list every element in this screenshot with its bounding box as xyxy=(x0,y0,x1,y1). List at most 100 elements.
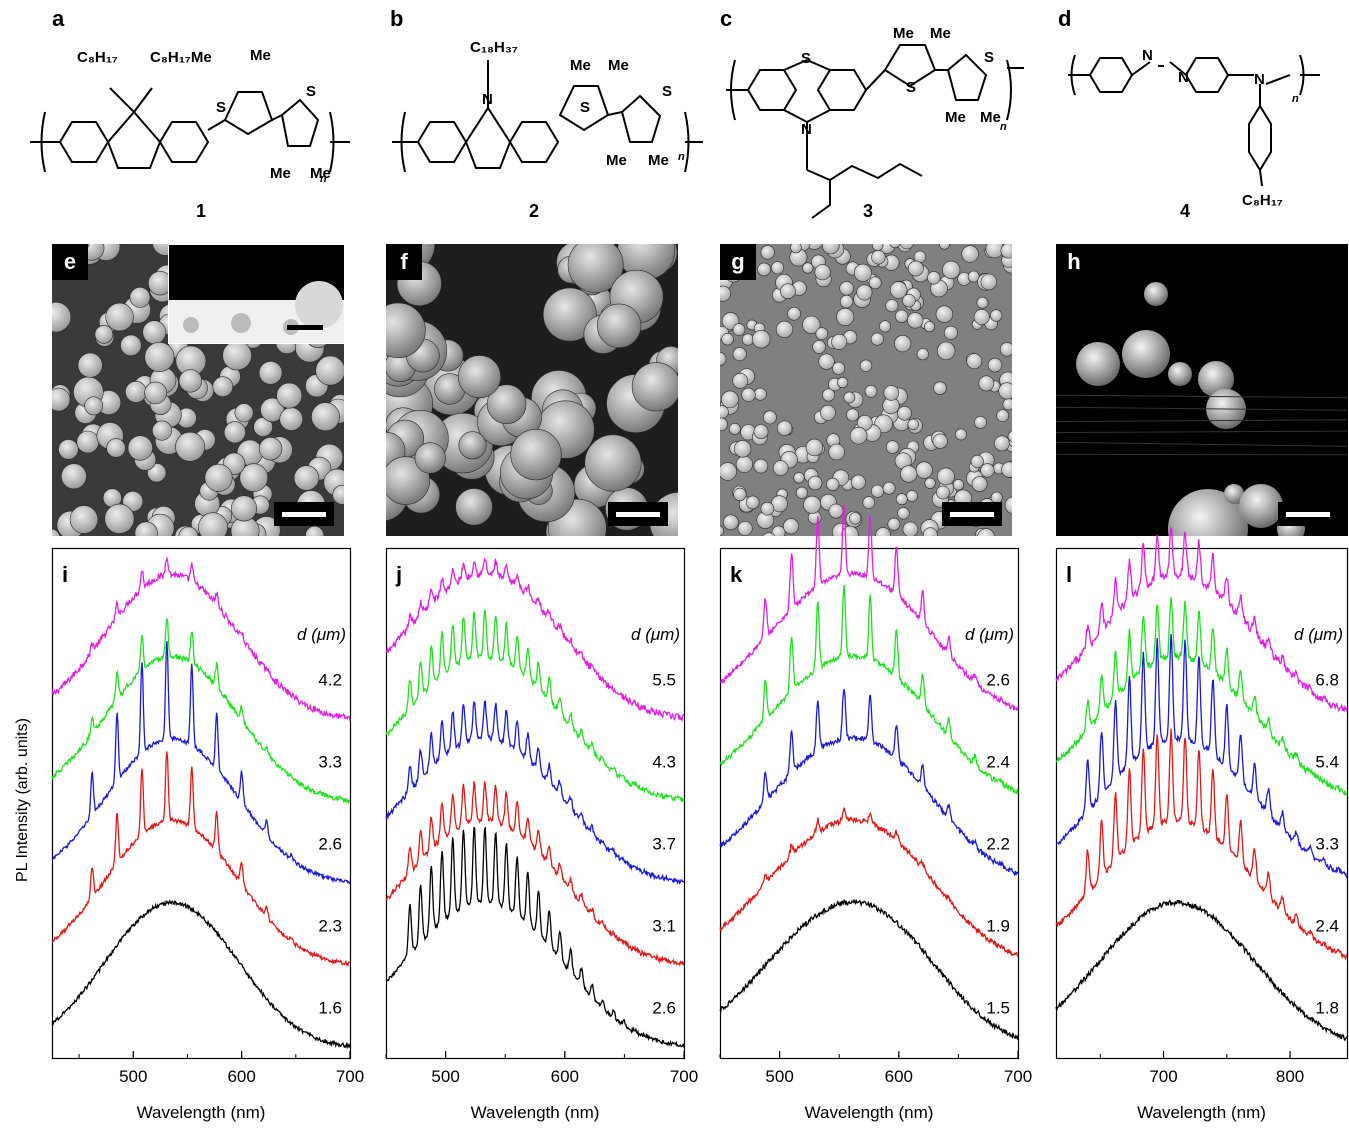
sphere-particle xyxy=(204,463,233,492)
sphere-particle xyxy=(276,382,303,409)
x-tick-label: 600 xyxy=(227,1067,255,1086)
series-label: 3.7 xyxy=(652,834,676,853)
sphere-particle xyxy=(871,484,885,498)
series-line-1.8 xyxy=(1055,899,1348,1042)
svg-text:C₈H₁₇: C₈H₁₇ xyxy=(1242,192,1283,209)
sphere-particle xyxy=(584,434,642,492)
svg-text:Me: Me xyxy=(945,109,966,126)
sphere-particle xyxy=(999,342,1012,357)
sphere-particle xyxy=(820,404,836,421)
sphere-particle xyxy=(1000,244,1012,259)
series-label: 3.1 xyxy=(652,916,676,935)
sphere-particle xyxy=(906,490,918,502)
x-tick-label: 500 xyxy=(431,1067,459,1086)
svg-text:Me: Me xyxy=(930,25,951,42)
sphere-particle xyxy=(859,359,873,373)
sphere-particle xyxy=(733,440,752,458)
sphere-particle xyxy=(853,263,872,282)
x-tick-label: 600 xyxy=(885,1067,913,1086)
compound-number-3: 3 xyxy=(863,201,874,221)
sphere-particle xyxy=(803,495,822,514)
sphere-particle xyxy=(976,296,989,309)
series-line-2.6 xyxy=(385,826,685,1048)
x-tick-label: 600 xyxy=(551,1067,579,1086)
sphere-particle xyxy=(843,391,856,404)
sphere-particle xyxy=(741,333,754,346)
sphere-particle xyxy=(223,421,246,444)
svg-text:Me: Me xyxy=(608,57,629,74)
pl-spectrum-chart-j: 5.5 4.3 3.7 3.1 2.6 j d (μm) 500 600 700 Wavelengt… xyxy=(385,547,698,1122)
legend-title: d (μm) xyxy=(1294,625,1343,644)
series-label: 6.8 xyxy=(1315,670,1339,689)
sphere-particle xyxy=(305,525,325,536)
sphere-particle xyxy=(52,387,71,412)
svg-text:Me: Me xyxy=(980,109,1001,126)
sphere-particle xyxy=(832,361,846,375)
sphere-particle xyxy=(882,481,896,495)
sphere-particle xyxy=(775,320,794,338)
x-tick-label: 800 xyxy=(1276,1067,1304,1086)
sphere-particle xyxy=(239,463,269,492)
sphere-particle xyxy=(728,422,741,435)
sphere-particle xyxy=(1198,361,1234,397)
sphere-particle xyxy=(60,463,87,490)
sphere-particle xyxy=(807,475,823,491)
sphere-particle xyxy=(924,321,936,333)
sphere-particle xyxy=(311,402,340,432)
sphere-particle xyxy=(862,496,876,509)
sphere-particle xyxy=(935,485,950,500)
sphere-particle xyxy=(772,460,789,476)
svg-text:C₈H₁₇: C₈H₁₇ xyxy=(77,49,118,66)
sphere-particle xyxy=(822,388,836,402)
svg-text:C₁₈H₃₇: C₁₈H₃₇ xyxy=(470,39,518,56)
sphere-particle xyxy=(895,493,908,506)
sphere-particle xyxy=(802,262,814,274)
sphere-particle xyxy=(76,430,100,454)
sphere-particle xyxy=(198,512,228,536)
sphere-particle xyxy=(973,309,990,326)
sphere-particle xyxy=(907,418,919,431)
structure-1-drawing xyxy=(30,87,350,173)
svg-text:n: n xyxy=(678,151,685,163)
svg-text:Me: Me xyxy=(893,25,914,42)
sphere-particle xyxy=(258,361,283,385)
sphere-particle xyxy=(889,281,908,299)
sphere-particle xyxy=(104,503,135,534)
sphere-particle xyxy=(770,261,784,275)
sphere-particle xyxy=(720,417,728,432)
sphere-particle xyxy=(849,512,862,525)
series-line-2.6 xyxy=(719,504,1019,711)
x-tick-label: 500 xyxy=(765,1067,793,1086)
series-label: 3.3 xyxy=(1315,834,1339,853)
sphere-particle xyxy=(175,431,206,462)
compound-number-4: 4 xyxy=(1180,201,1191,221)
structure-2-drawing xyxy=(392,60,703,173)
sem-image-e: e xyxy=(52,244,344,536)
sphere-particle xyxy=(822,244,840,255)
svg-text:n: n xyxy=(1000,121,1007,133)
legend-title: d (μm) xyxy=(297,625,346,644)
sphere-particle xyxy=(745,495,760,510)
sphere-particle xyxy=(723,514,739,531)
sphere-particle xyxy=(760,245,775,260)
x-tick-label: 700 xyxy=(1149,1067,1177,1086)
sem-inset-image xyxy=(168,244,344,344)
sphere-particle xyxy=(932,433,948,449)
panel-label-d: d xyxy=(1058,6,1072,31)
sphere-particle xyxy=(900,465,918,483)
sphere-particle xyxy=(720,352,727,366)
sphere-particle xyxy=(856,284,873,301)
x-axis-label: Wavelength (nm) xyxy=(471,1103,600,1122)
sphere-particle xyxy=(1144,282,1168,306)
sphere-particle xyxy=(818,353,835,370)
sphere-particle xyxy=(1224,484,1244,504)
sphere-particle xyxy=(970,454,984,469)
plot-frame xyxy=(51,547,352,1060)
sphere-particle xyxy=(455,488,493,526)
sphere-particle xyxy=(753,387,767,401)
pl-spectrum-chart-l: 6.8 5.4 3.3 2.4 1.8 l d (μm) 700 800 Wavelength (… xyxy=(1055,525,1349,1122)
sphere-particle xyxy=(721,332,734,346)
sphere-particle xyxy=(737,520,753,536)
x-axis-label: Wavelength (nm) xyxy=(137,1103,266,1122)
x-axis-label: Wavelength (nm) xyxy=(805,1103,934,1122)
